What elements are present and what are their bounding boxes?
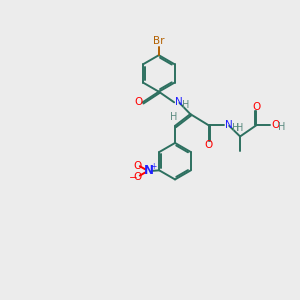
Text: O: O [205,140,213,150]
Text: H: H [236,123,244,133]
Text: +: + [150,162,157,171]
Text: N: N [225,120,233,130]
Text: H: H [232,123,239,133]
Text: O: O [134,97,142,107]
Text: Br: Br [153,36,165,46]
Text: O: O [271,120,279,130]
Text: N: N [175,97,183,107]
Text: O: O [134,172,142,182]
Text: H: H [182,100,190,110]
Text: N: N [144,164,154,177]
Text: H: H [170,112,178,122]
Text: H: H [278,122,285,132]
Text: O: O [134,160,142,171]
Text: O: O [252,102,260,112]
Text: −: − [129,173,138,183]
